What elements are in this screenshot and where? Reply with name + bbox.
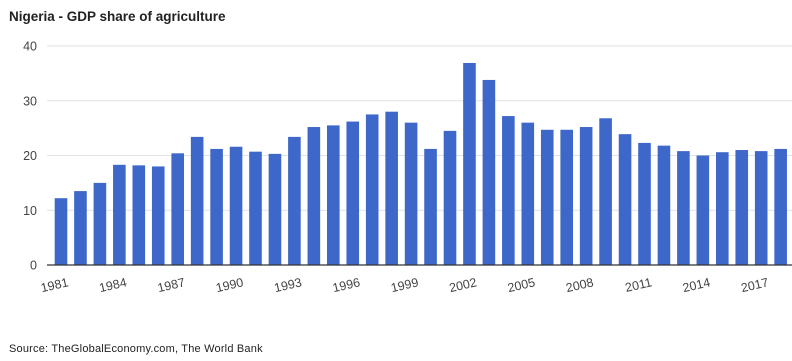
bar-1989	[210, 148, 223, 265]
bars	[54, 62, 787, 266]
bar-1997	[365, 114, 379, 265]
bar-2012	[657, 145, 671, 265]
y-tick-label: 40	[23, 40, 37, 54]
y-tick-label: 30	[23, 94, 37, 108]
bar-1987	[171, 153, 184, 265]
x-tick-label-2011: 2011	[624, 275, 653, 295]
bar-2011	[638, 142, 651, 265]
bar-2000	[424, 148, 437, 265]
bar-2006	[540, 129, 554, 265]
bar-1985	[132, 165, 146, 265]
bar-1983	[93, 182, 107, 265]
x-tick-label-1990: 1990	[214, 275, 244, 295]
x-tick-label-1987: 1987	[156, 275, 186, 295]
bar-2014	[696, 155, 710, 265]
bar-2018	[774, 148, 787, 265]
x-tick-label-2002: 2002	[448, 275, 478, 295]
x-tick-label-1999: 1999	[390, 275, 420, 295]
x-tick-label-2005: 2005	[506, 275, 536, 295]
bar-1998	[385, 111, 398, 265]
x-tick-label-2014: 2014	[681, 275, 711, 295]
source-note: Source: TheGlobalEconomy.com, The World …	[9, 343, 263, 355]
bar-2004	[502, 116, 515, 265]
bar-2002	[463, 62, 476, 265]
y-tick-label: 20	[23, 149, 37, 163]
bar-1984	[113, 164, 126, 265]
bar-1991	[249, 151, 262, 265]
bar-1992	[268, 153, 282, 265]
x-tick-label-1993: 1993	[273, 275, 303, 295]
bar-2003	[482, 79, 496, 265]
bar-2008	[579, 127, 593, 265]
bar-2009	[599, 118, 612, 266]
bar-1995	[327, 125, 340, 265]
bar-2001	[443, 130, 457, 265]
bar-1982	[74, 191, 87, 265]
bar-1999	[404, 122, 418, 266]
bar-2010	[618, 134, 632, 265]
bar-2007	[560, 129, 573, 265]
bar-1981	[54, 198, 68, 265]
y-tick-label: 10	[23, 204, 37, 218]
bar-2013	[677, 151, 690, 265]
bar-2015	[716, 152, 729, 265]
bar-1996	[346, 121, 360, 266]
x-tick-label-2008: 2008	[565, 275, 595, 295]
bar-1986	[151, 166, 165, 265]
x-tick-label-1981: 1981	[39, 275, 69, 295]
x-axis-ticks: 1981 1984 1987 1990 1993 1996 1999 2002 2005 2008…	[39, 275, 769, 295]
bar-2005	[521, 122, 535, 266]
chart-title: Nigeria - GDP share of agriculture	[9, 9, 226, 24]
bar-1994	[307, 127, 321, 265]
x-tick-label-1996: 1996	[331, 275, 361, 295]
bar-1993	[288, 136, 301, 265]
x-tick-label-1984: 1984	[98, 275, 128, 295]
bar-1990	[229, 146, 243, 265]
bar-2017	[754, 151, 768, 265]
x-tick-label-2017: 2017	[740, 275, 770, 295]
y-tick-label: 0	[30, 259, 37, 273]
bar-2016	[735, 150, 749, 265]
y-axis-ticks: 0 10 20 30 40	[23, 40, 37, 273]
bar-1988	[190, 136, 204, 265]
